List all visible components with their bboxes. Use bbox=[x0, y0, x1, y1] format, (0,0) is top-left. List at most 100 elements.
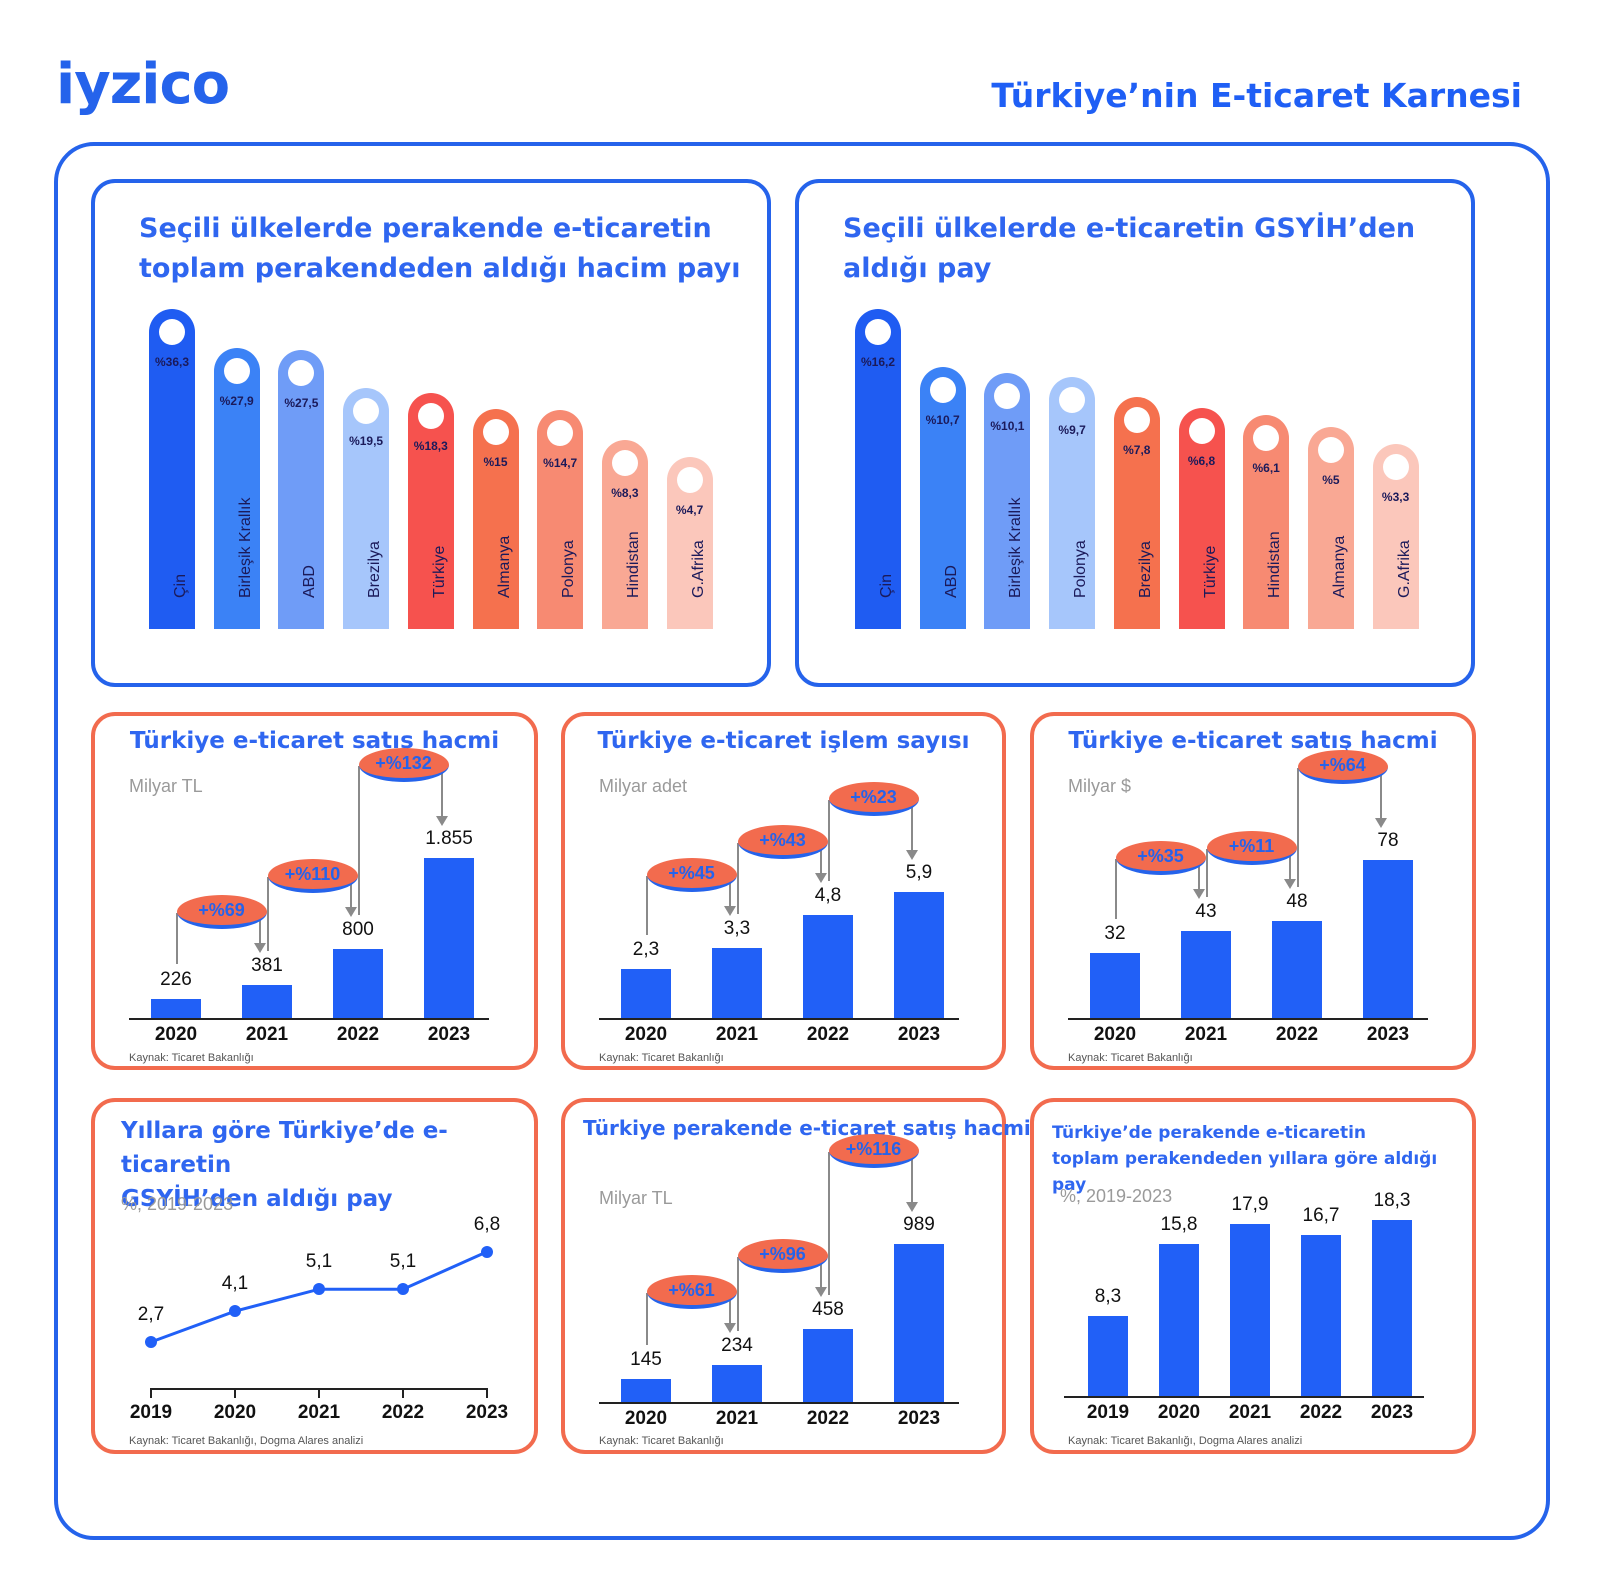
source-note: Kaynak: Ticaret Bakanlığı, Dogma Alares … bbox=[129, 1435, 364, 1447]
connector-line bbox=[828, 1152, 830, 1295]
pill-country: G.Afrika bbox=[689, 540, 707, 598]
connector-line bbox=[820, 843, 822, 876]
pill-value: %14,7 bbox=[543, 456, 578, 471]
bar-value: 16,7 bbox=[1302, 1205, 1340, 1227]
pill-value: %5 bbox=[1322, 472, 1340, 487]
x-tick bbox=[318, 1388, 320, 1398]
pill-value: %27,5 bbox=[284, 396, 319, 411]
arrow-down-icon bbox=[724, 905, 736, 916]
pill-bar: %14,7 Polonya bbox=[537, 410, 584, 629]
bar bbox=[621, 968, 671, 1018]
bar bbox=[712, 1364, 762, 1402]
x-tick-label: 2021 bbox=[1228, 1402, 1272, 1423]
arrow-down-icon bbox=[906, 1202, 918, 1212]
connector-line bbox=[267, 876, 269, 952]
bar-value: 4,8 bbox=[814, 885, 842, 907]
x-tick-label: 2020 bbox=[154, 1024, 198, 1045]
pill-bar: %27,5 ABD bbox=[278, 350, 325, 629]
bar bbox=[1159, 1244, 1199, 1396]
pill-bar: %3,3 G.Afrika bbox=[1372, 444, 1419, 629]
bar bbox=[803, 915, 853, 1018]
x-axis bbox=[599, 1018, 959, 1020]
x-tick bbox=[234, 1388, 236, 1398]
x-axis bbox=[1064, 1396, 1424, 1398]
connector-line bbox=[441, 766, 443, 818]
pill-hole-icon bbox=[1123, 407, 1150, 434]
panel-title-line: toplam perakendeden yıllara göre aldığı … bbox=[1052, 1149, 1438, 1195]
pill-country: Birleşik Krallık bbox=[236, 497, 254, 598]
pill-country: Türkiye bbox=[430, 545, 448, 598]
pill-hole-icon bbox=[676, 467, 703, 493]
connector-line bbox=[358, 766, 360, 915]
x-tick-label: 2023 bbox=[1366, 1024, 1410, 1045]
pill-country: G.Afrika bbox=[1395, 540, 1413, 598]
connector-line bbox=[259, 913, 261, 946]
pill-value: %16,2 bbox=[860, 355, 896, 369]
pill-bar: %4,7 G.Afrika bbox=[666, 457, 713, 629]
bar bbox=[894, 1244, 944, 1402]
pill-bar: %36,3 Çin bbox=[149, 309, 195, 629]
panel-title: Türkiye e-ticaret işlem sayısı bbox=[597, 728, 970, 754]
pill-value: %36,3 bbox=[154, 355, 190, 369]
source-note: Kaynak: Ticaret Bakanlığı, Dogma Alares … bbox=[1068, 1435, 1303, 1447]
pill-bar: %19,5 Brezilya bbox=[343, 387, 390, 629]
x-tick-label: 2023 bbox=[465, 1402, 509, 1423]
bar-chart: 145 2020 234 2021 458 2022 989 2023 +%61 +%96 +%11… bbox=[599, 1134, 979, 1429]
bar bbox=[1372, 1220, 1412, 1396]
unit-label: Milyar adet bbox=[599, 776, 688, 796]
x-tick-label: 2023 bbox=[897, 1408, 941, 1429]
connector-line bbox=[828, 800, 830, 882]
pill-bar: %5 Almanya bbox=[1307, 426, 1354, 629]
bar bbox=[1088, 1316, 1128, 1396]
pill-hole-icon bbox=[288, 360, 315, 387]
bar-value: 989 bbox=[903, 1214, 935, 1235]
bar-value: 15,8 bbox=[1160, 1214, 1198, 1236]
pill-hole-icon bbox=[417, 403, 444, 430]
arrow-down-icon bbox=[1193, 888, 1205, 899]
panel-gdp-share-years: Yıllara göre Türkiye’de e-ticaretin GSYİ… bbox=[91, 1098, 538, 1454]
pill-country: Polonya bbox=[560, 540, 578, 598]
line-chart: 2,7 2019 4,1 2020 5,1 2021 5,1 2022 6,8 2023 bbox=[125, 1212, 515, 1423]
bar bbox=[894, 892, 944, 1018]
x-axis bbox=[129, 1018, 489, 1020]
iyzico-logo: iyzico bbox=[56, 52, 230, 117]
bar bbox=[1301, 1235, 1341, 1396]
bar-value: 226 bbox=[160, 968, 192, 990]
panel-title-line: aldığı pay bbox=[843, 253, 992, 284]
arrow-down-icon bbox=[345, 906, 357, 917]
pill-hole-icon bbox=[929, 376, 956, 403]
panel-title: Seçili ülkelerde e-ticaretin GSYİH’den a… bbox=[843, 209, 1415, 289]
panel-title: Yıllara göre Türkiye’de e-ticaretin GSYİ… bbox=[121, 1114, 534, 1216]
panel-retail-sales-volume: Türkiye perakende e-ticaret satış hacmi … bbox=[561, 1098, 1031, 1454]
pill-value: %6,1 bbox=[1252, 461, 1280, 475]
pill-country: Almanya bbox=[495, 535, 513, 598]
panel-title: Seçili ülkelerde perakende e-ticaretin t… bbox=[139, 209, 740, 289]
pill-value: %6,8 bbox=[1187, 453, 1216, 468]
arrow-down-icon bbox=[815, 873, 827, 884]
bar-value: 17,9 bbox=[1231, 1193, 1269, 1215]
bar bbox=[1272, 920, 1322, 1018]
bar bbox=[712, 947, 762, 1018]
connector-line bbox=[1198, 858, 1200, 891]
growth-badge: +%110 bbox=[267, 858, 358, 893]
pill-value: %10,7 bbox=[925, 412, 960, 427]
x-tick-label: 2019 bbox=[129, 1402, 173, 1423]
pill-hole-icon bbox=[1253, 425, 1280, 451]
bar-value: 3,3 bbox=[723, 917, 751, 939]
panel-title-line: Seçili ülkelerde e-ticaretin GSYİH’den bbox=[843, 213, 1416, 244]
connector-line bbox=[646, 875, 648, 935]
pill-bar: %7,8 Brezilya bbox=[1113, 397, 1160, 629]
pill-hole-icon bbox=[1059, 387, 1086, 414]
pill-value: %7,8 bbox=[1123, 443, 1151, 458]
growth-badge: +%132 bbox=[358, 748, 449, 782]
pill-country: Hindistan bbox=[624, 531, 642, 598]
connector-line bbox=[1206, 848, 1208, 897]
x-tick-label: 2020 bbox=[624, 1024, 668, 1045]
unit-label: Milyar TL bbox=[599, 1188, 673, 1208]
data-point bbox=[313, 1283, 325, 1296]
pill-country: Birleşik Krallık bbox=[1007, 497, 1025, 598]
pill-value: %19,5 bbox=[349, 433, 384, 448]
pill-hole-icon bbox=[1188, 417, 1215, 444]
page-title: Türkiye’nin E-ticaret Karnesi bbox=[991, 76, 1522, 115]
pill-bar: %6,1 Hindistan bbox=[1243, 415, 1290, 629]
